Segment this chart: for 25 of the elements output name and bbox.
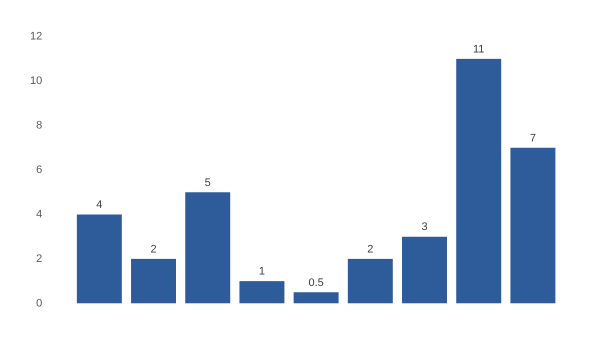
y-tick-label: 10 bbox=[30, 75, 42, 88]
bar bbox=[294, 292, 339, 304]
data-label: 0.5 bbox=[308, 276, 324, 289]
y-tick-label: 12 bbox=[30, 30, 42, 43]
bar bbox=[348, 258, 393, 304]
y-tick-label: 2 bbox=[36, 252, 42, 265]
bar bbox=[402, 236, 447, 304]
y-tick-label: 6 bbox=[36, 164, 42, 176]
y-tick-label: 8 bbox=[36, 120, 42, 132]
bar bbox=[239, 281, 284, 304]
bar bbox=[76, 214, 122, 304]
y-tick-label: 4 bbox=[36, 208, 42, 220]
data-label: 7 bbox=[530, 132, 536, 144]
data-label: 11 bbox=[472, 43, 484, 56]
data-label: 2 bbox=[150, 243, 157, 256]
bar bbox=[185, 192, 230, 304]
data-label: 5 bbox=[204, 176, 211, 189]
bar bbox=[131, 258, 176, 304]
y-tick-label: 0 bbox=[36, 297, 42, 310]
data-label: 4 bbox=[96, 199, 102, 211]
bar bbox=[456, 58, 502, 304]
data-label: 2 bbox=[367, 243, 374, 256]
bar bbox=[510, 148, 556, 304]
data-label: 1 bbox=[258, 266, 265, 278]
data-label: 3 bbox=[421, 221, 428, 234]
